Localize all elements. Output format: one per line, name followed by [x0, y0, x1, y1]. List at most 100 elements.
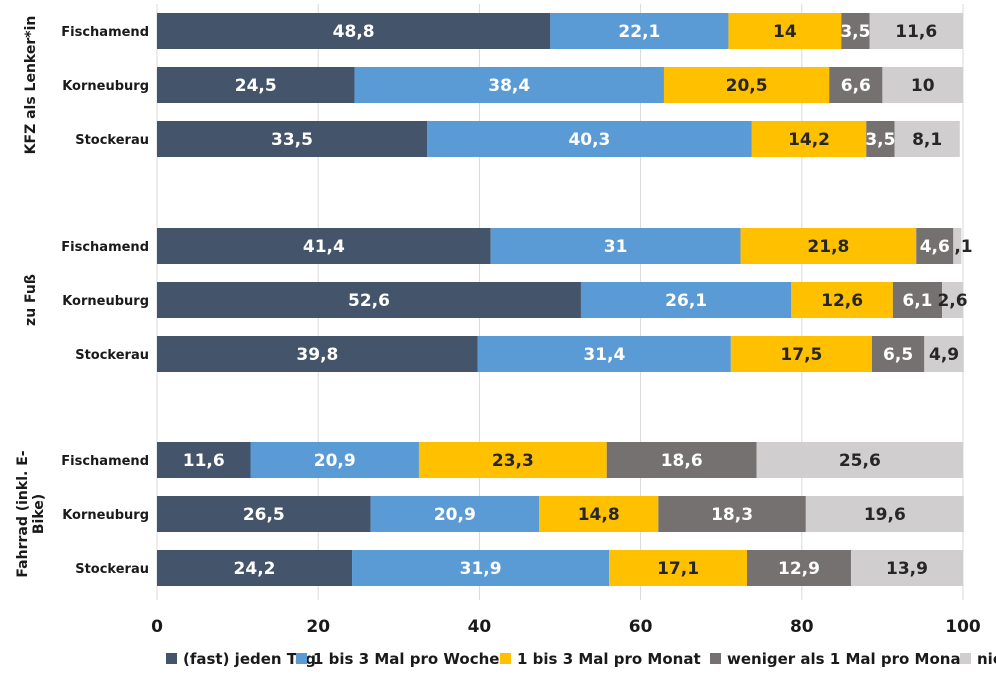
data-label: 31,4	[583, 345, 625, 365]
data-label: 6,5	[883, 345, 913, 365]
data-label: 18,3	[711, 505, 753, 525]
bar-segment	[157, 336, 478, 372]
data-label: 21,8	[807, 237, 849, 257]
data-label: 8,1	[912, 130, 942, 150]
data-label: 24,5	[235, 76, 277, 96]
data-label: 25,6	[839, 451, 881, 471]
bar-segment	[746, 550, 851, 586]
row-label: Korneuburg	[62, 294, 149, 309]
data-label: 14,2	[788, 130, 830, 150]
data-label: 20,9	[434, 505, 476, 525]
data-label: 20,5	[726, 76, 768, 96]
group-label-line: Fahrrad (inkl. E-	[15, 450, 31, 577]
data-label: ,1	[954, 237, 972, 257]
bar-segment	[427, 121, 752, 157]
bar-segment	[791, 282, 893, 318]
bar-segment	[805, 496, 964, 532]
bar-segment	[916, 228, 954, 264]
bar-segment	[157, 121, 428, 157]
bar-segment	[942, 282, 963, 318]
bar-segment	[370, 496, 540, 532]
row-label: Korneuburg	[62, 79, 149, 94]
bar-segment	[250, 442, 419, 478]
bar-segment	[477, 336, 731, 372]
legend-label: nie	[977, 650, 996, 668]
group-label: KFZ als Lenker*in	[23, 16, 39, 155]
data-label: 17,1	[657, 559, 699, 579]
bar-segment	[352, 550, 610, 586]
data-label: 38,4	[488, 76, 530, 96]
data-label: 14	[773, 22, 797, 42]
bar-segment	[663, 67, 830, 103]
legend-label: weniger als 1 Mal pro Monat	[727, 650, 968, 668]
bar-segment	[841, 13, 870, 49]
bar-segment	[756, 442, 963, 478]
bar-segment	[866, 121, 895, 157]
data-label: 3,5	[865, 130, 895, 150]
data-label: 6,6	[841, 76, 871, 96]
data-label: 41,4	[303, 237, 345, 257]
bar-segment	[882, 67, 963, 103]
bar-segment	[157, 282, 581, 318]
data-label: 11,6	[895, 22, 937, 42]
data-label: 18,6	[661, 451, 703, 471]
bar-segment	[157, 13, 551, 49]
legend-label: 1 bis 3 Mal pro Monat	[517, 650, 701, 668]
data-label: 3,5	[840, 22, 870, 42]
x-tick-label: 60	[629, 617, 653, 637]
bar-segment	[157, 496, 371, 532]
data-label: 20,9	[314, 451, 356, 471]
data-label: 23,3	[492, 451, 534, 471]
data-label: 48,8	[333, 22, 375, 42]
bar-segment	[730, 336, 872, 372]
bar-segment	[829, 67, 883, 103]
bar-segment	[740, 228, 917, 264]
bar-segment	[580, 282, 792, 318]
data-label: 6,1	[902, 291, 932, 311]
data-label: 13,9	[886, 559, 928, 579]
bar-segment	[606, 442, 757, 478]
row-label: Fischamend	[61, 454, 149, 469]
x-tick-label: 40	[468, 617, 492, 637]
x-tick-label: 80	[790, 617, 814, 637]
bar-segment	[953, 228, 962, 264]
legend-swatch	[710, 653, 721, 664]
group-label: zu Fuß	[23, 274, 39, 326]
bar-segment	[157, 228, 491, 264]
data-label: 24,2	[234, 559, 276, 579]
data-label: 33,5	[271, 130, 313, 150]
legend-swatch	[166, 653, 177, 664]
data-label: 26,1	[665, 291, 707, 311]
data-label: 12,6	[821, 291, 863, 311]
legend-swatch	[296, 653, 307, 664]
group-label: Fahrrad (inkl. E-Bike)	[15, 450, 47, 577]
bar-segment	[751, 121, 867, 157]
data-label: 10	[911, 76, 935, 96]
bar-segment	[157, 442, 251, 478]
bar-segment	[609, 550, 747, 586]
data-label: 31	[604, 237, 628, 257]
bar-segment	[871, 336, 925, 372]
legend-swatch	[500, 653, 511, 664]
bar-segment	[850, 550, 963, 586]
data-label: 2,6	[937, 291, 967, 311]
data-label: 39,8	[296, 345, 338, 365]
row-label: Stockerau	[75, 562, 149, 577]
group-label-line: zu Fuß	[23, 274, 39, 326]
data-label: 26,5	[243, 505, 285, 525]
legend-label: 1 bis 3 Mal pro Woche	[313, 650, 499, 668]
x-tick-label: 100	[945, 617, 981, 637]
data-label: 11,6	[183, 451, 225, 471]
bar-segment	[658, 496, 806, 532]
bar-segment	[550, 13, 729, 49]
group-label-line: KFZ als Lenker*in	[23, 16, 39, 155]
bar-segment	[894, 121, 960, 157]
row-label: Stockerau	[75, 133, 149, 148]
row-label: Stockerau	[75, 348, 149, 363]
data-label: 4,9	[929, 345, 959, 365]
row-label: Fischamend	[61, 25, 149, 40]
bar-segment	[490, 228, 741, 264]
bar-segment	[892, 282, 943, 318]
bar-segment	[539, 496, 659, 532]
